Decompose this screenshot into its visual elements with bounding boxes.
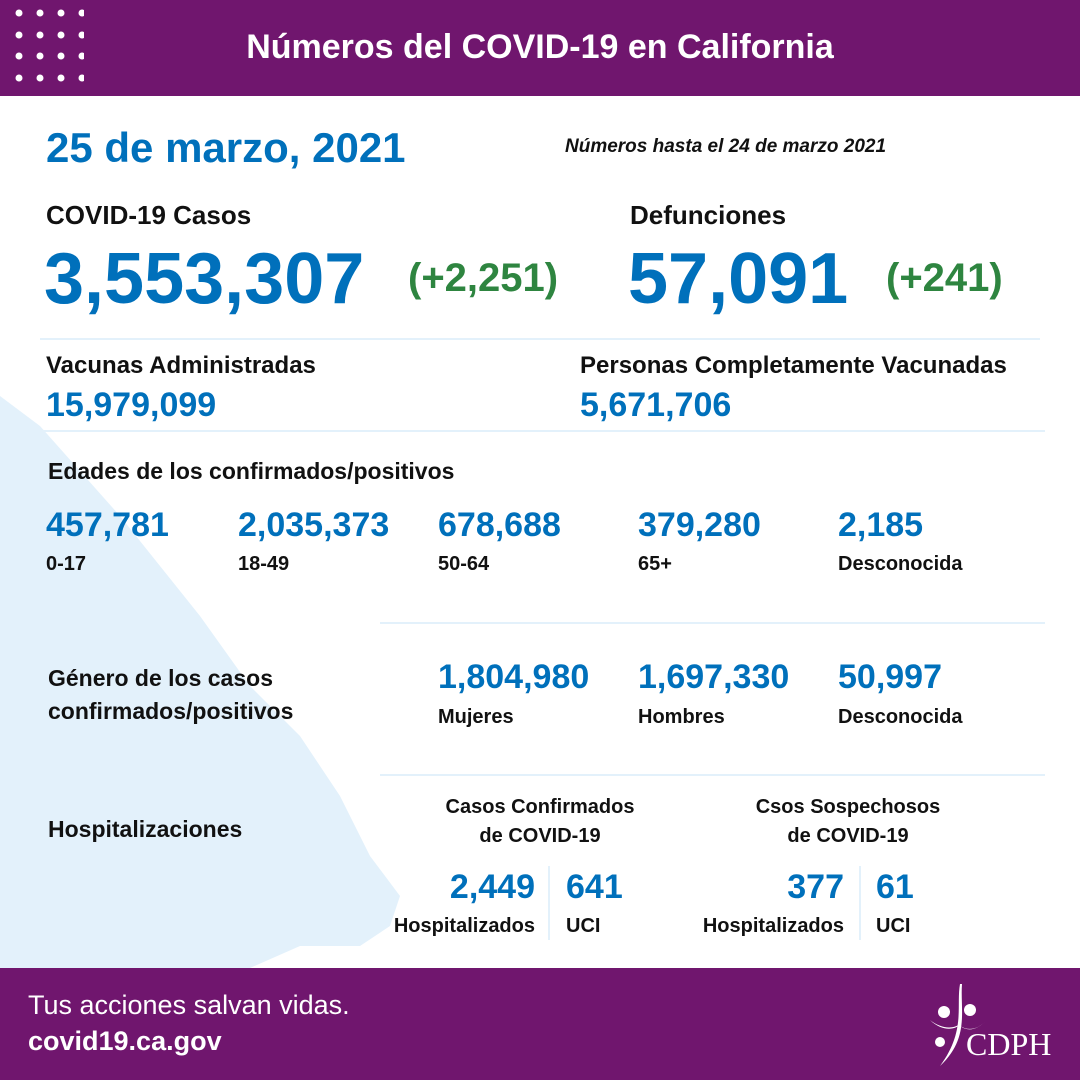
divider bbox=[40, 430, 1045, 432]
suspected-title-line2: de COVID-19 bbox=[787, 825, 909, 847]
footer-bar bbox=[0, 968, 1080, 1080]
footer-url[interactable]: covid19.ca.gov bbox=[28, 1026, 222, 1056]
divider bbox=[548, 866, 550, 940]
cdph-figures-icon bbox=[930, 984, 986, 1066]
ages-label: Edades de los confirmados/positivos bbox=[48, 458, 455, 484]
gender-label-line2: confirmados/positivos bbox=[48, 698, 294, 724]
age-value: 457,781 bbox=[46, 506, 169, 544]
suspected-hosp-label: Hospitalizados bbox=[702, 915, 844, 937]
divider bbox=[40, 338, 1040, 340]
suspected-icu-value: 61 bbox=[876, 868, 914, 906]
hospitalizations-label: Hospitalizaciones bbox=[48, 816, 243, 842]
cases-label: COVID-19 Casos bbox=[46, 200, 252, 230]
age-label: 18-49 bbox=[238, 553, 290, 575]
footer-slogan: Tus acciones salvan vidas. bbox=[28, 990, 350, 1020]
gender-value: 1,697,330 bbox=[638, 658, 790, 696]
age-label: 65+ bbox=[638, 553, 672, 575]
gender-value: 50,997 bbox=[838, 658, 942, 696]
confirmed-hosp-value: 2,449 bbox=[449, 868, 535, 906]
fully-vaccinated-value: 5,671,706 bbox=[580, 386, 732, 424]
gender-label: Desconocida bbox=[838, 706, 963, 728]
cdph-logo-text: CDPH bbox=[966, 1026, 1052, 1062]
report-date: 25 de marzo, 2021 bbox=[46, 124, 406, 171]
age-value: 379,280 bbox=[638, 506, 761, 544]
as-of-note: Números hasta el 24 de marzo 2021 bbox=[565, 136, 887, 157]
suspected-hosp-value: 377 bbox=[787, 868, 844, 906]
confirmed-hosp-label: Hospitalizados bbox=[393, 915, 535, 937]
cases-change: (+2,251) bbox=[408, 256, 559, 300]
gender-label: Mujeres bbox=[438, 706, 514, 728]
confirmed-title-line2: de COVID-19 bbox=[479, 825, 601, 847]
dots-decoration-icon bbox=[15, 9, 84, 82]
confirmed-title: Casos Confirmados bbox=[445, 796, 635, 818]
vaccines-label: Vacunas Administradas bbox=[46, 352, 316, 379]
age-value: 2,185 bbox=[838, 506, 924, 544]
age-label: 50-64 bbox=[438, 553, 490, 575]
header-bar bbox=[0, 0, 1080, 96]
deaths-value: 57,091 bbox=[628, 239, 849, 319]
divider bbox=[380, 622, 1045, 624]
confirmed-icu-label: UCI bbox=[566, 915, 601, 937]
age-label: 0-17 bbox=[46, 553, 87, 575]
divider bbox=[380, 774, 1045, 776]
confirmed-icu-value: 641 bbox=[566, 868, 623, 906]
deaths-label: Defunciones bbox=[630, 200, 787, 230]
cdph-logo: CDPH bbox=[926, 976, 1052, 1072]
suspected-icu-label: UCI bbox=[876, 915, 911, 937]
deaths-change: (+241) bbox=[886, 256, 1003, 300]
page-title: Números del COVID-19 en California bbox=[246, 28, 834, 66]
gender-label: Género de los casos bbox=[48, 665, 273, 691]
age-value: 678,688 bbox=[438, 506, 561, 544]
cases-value: 3,553,307 bbox=[44, 239, 365, 319]
gender-value: 1,804,980 bbox=[438, 658, 590, 696]
california-map-background bbox=[0, 396, 400, 968]
suspected-title: Csos Sospechosos bbox=[755, 796, 941, 818]
gender-label: Hombres bbox=[638, 706, 725, 728]
vaccines-value: 15,979,099 bbox=[46, 386, 217, 424]
age-value: 2,035,373 bbox=[238, 506, 390, 544]
fully-vaccinated-label: Personas Completamente Vacunadas bbox=[580, 352, 1007, 379]
age-label: Desconocida bbox=[838, 553, 963, 575]
divider bbox=[859, 866, 861, 940]
